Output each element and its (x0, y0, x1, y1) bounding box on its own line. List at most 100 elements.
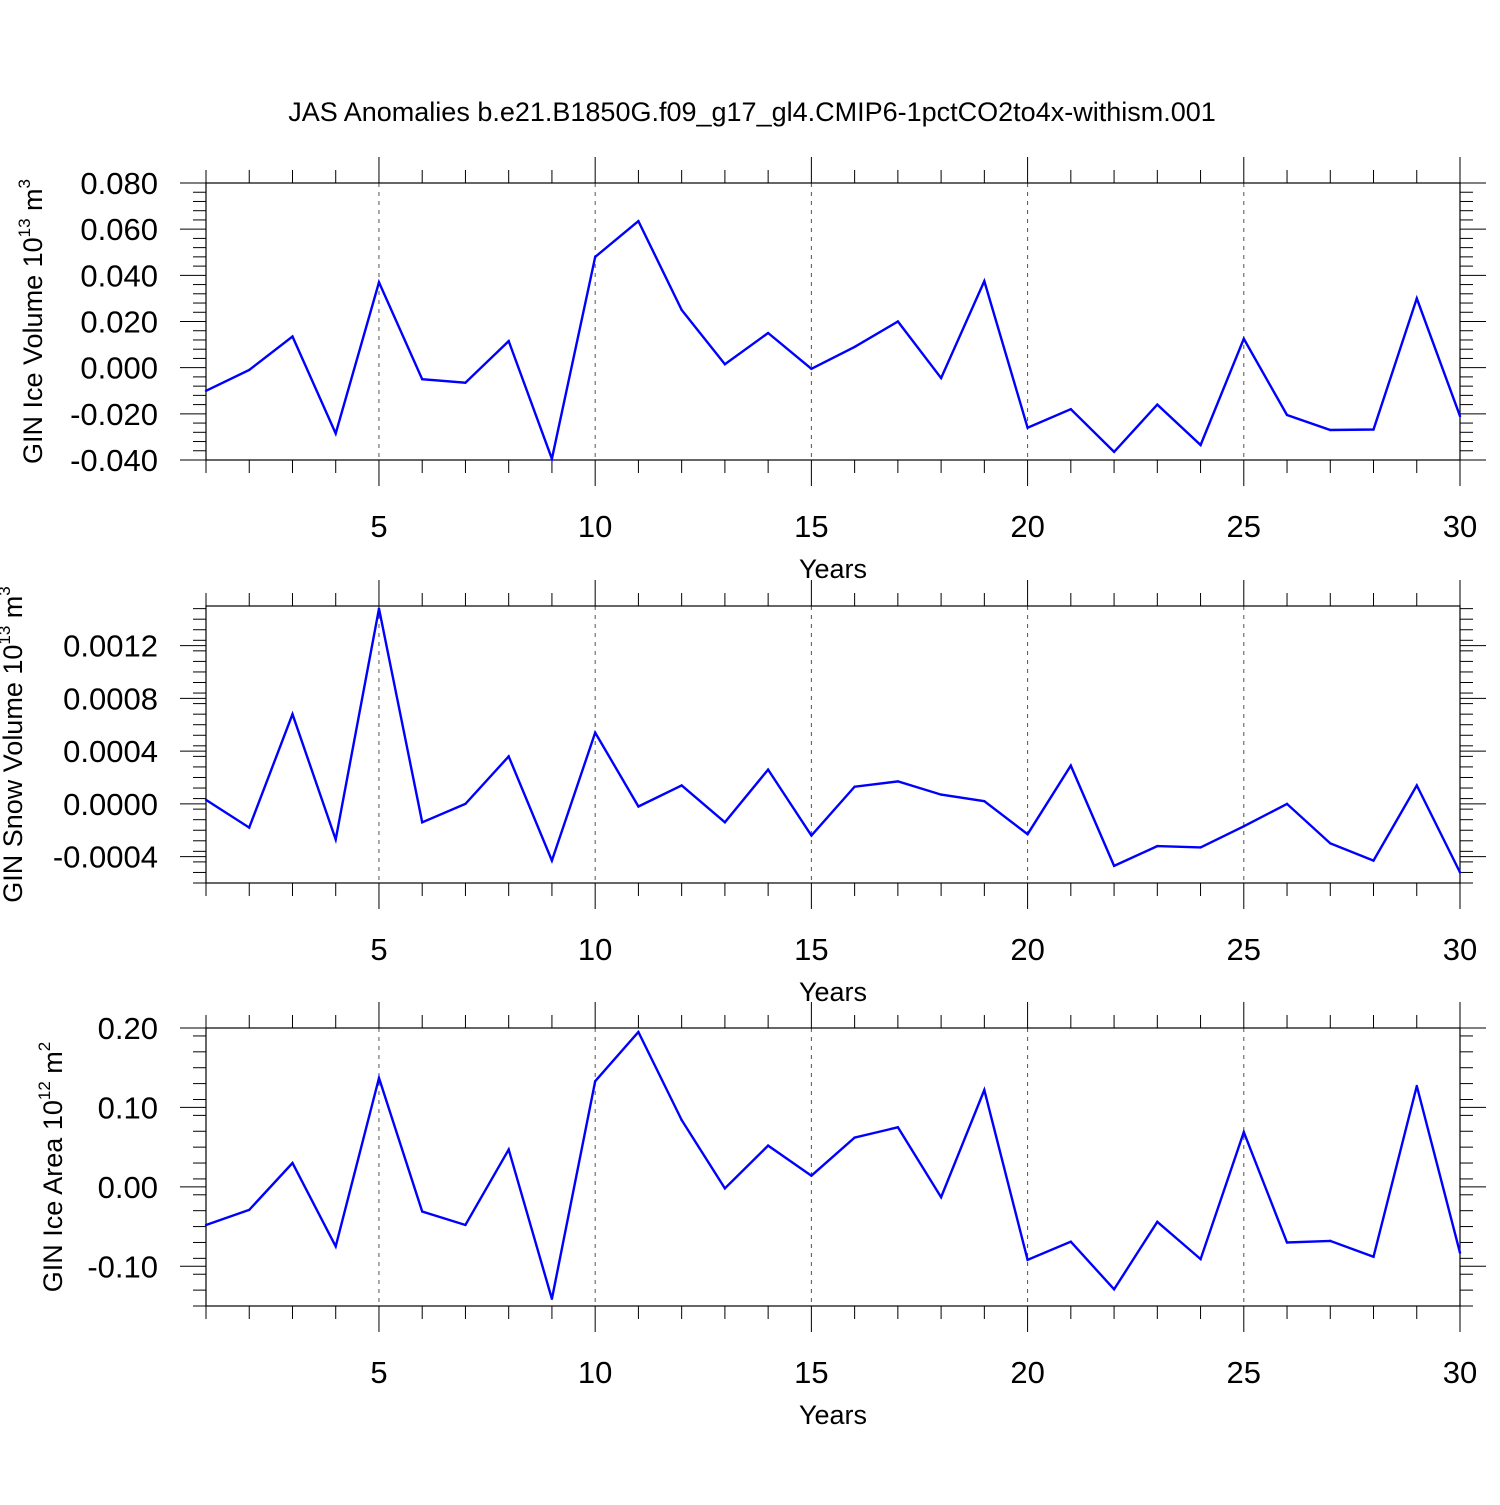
y-tick-label: 0.0000 (63, 787, 158, 822)
y-tick-label: 0.080 (80, 166, 158, 201)
y-axis-label: GIN Snow Volume 1013 m3 (0, 586, 28, 903)
x-tick-label: 25 (1227, 509, 1261, 544)
data-point (1415, 784, 1418, 787)
data-point (810, 834, 813, 837)
data-point (291, 335, 294, 338)
data-point (421, 378, 424, 381)
y-tick-label: -0.10 (87, 1249, 158, 1284)
data-point (1415, 1084, 1418, 1088)
data-point (853, 345, 856, 349)
data-point (1285, 413, 1289, 417)
x-tick-label: 30 (1443, 1355, 1477, 1390)
data-point (593, 731, 597, 734)
data-point (334, 432, 337, 435)
data-point (939, 1195, 943, 1199)
data-point (550, 859, 554, 862)
x-tick-label: 10 (578, 509, 612, 544)
x-tick-label: 30 (1443, 509, 1477, 544)
series-line (205, 1029, 1462, 1300)
y-tick-label: 0.020 (80, 305, 158, 340)
y-tick-label: 0.0008 (63, 681, 158, 716)
data-point (334, 838, 337, 841)
data-point (637, 805, 640, 808)
data-point (680, 784, 683, 787)
data-point (248, 826, 251, 829)
data-point (637, 1030, 640, 1034)
data-point (550, 457, 554, 461)
data-point (1242, 1130, 1245, 1134)
chart-title: JAS Anomalies b.e21.B1850G.f09_g17_gl4.C… (288, 97, 1216, 127)
y-tick-label: 0.00 (98, 1170, 158, 1205)
x-tick-label: 5 (370, 1355, 387, 1390)
y-tick-label: 0.0004 (63, 734, 158, 769)
data-point (291, 1161, 294, 1165)
data-point (983, 1088, 986, 1092)
y-tick-label: -0.040 (70, 443, 158, 478)
data-point (896, 1126, 900, 1129)
data-point (1372, 428, 1375, 431)
data-point (1112, 864, 1116, 868)
data-point (1329, 428, 1332, 432)
plot-frame (205, 1027, 1461, 1307)
y-axis-label: GIN Ice Volume 1013 m3 (15, 179, 48, 464)
data-point (1285, 1241, 1289, 1244)
plot-frame (205, 605, 1461, 884)
x-axis-label: Years (799, 977, 867, 1007)
x-tick-label: 30 (1443, 932, 1477, 967)
data-point (723, 821, 727, 824)
plot-frame (205, 182, 1461, 461)
data-point (1329, 1239, 1332, 1243)
data-point (983, 800, 986, 803)
data-point (248, 368, 251, 372)
data-point (204, 1223, 208, 1227)
data-point (723, 363, 727, 366)
data-point (1156, 1220, 1159, 1224)
data-point (1112, 450, 1116, 454)
x-tick-label: 15 (794, 1355, 828, 1390)
data-point (766, 331, 770, 335)
series-line (205, 219, 1462, 464)
data-point (723, 1187, 727, 1190)
data-point (1026, 426, 1029, 429)
data-point (1026, 1258, 1029, 1262)
y-tick-label: 0.10 (98, 1090, 158, 1125)
data-point (204, 798, 208, 802)
x-axis-label: Years (799, 554, 867, 584)
data-point (377, 607, 381, 610)
data-point (1199, 846, 1202, 849)
data-point (896, 320, 900, 323)
y-tick-label: -0.020 (70, 397, 158, 432)
data-point (810, 1174, 813, 1177)
data-point (1026, 832, 1029, 836)
data-point (939, 793, 943, 796)
data-point (464, 381, 467, 384)
x-axis-label: Years (799, 1400, 867, 1430)
data-point (464, 1223, 467, 1227)
data-point (1458, 414, 1462, 418)
data-point (377, 281, 381, 284)
data-point (1199, 443, 1202, 447)
data-point (853, 785, 856, 788)
y-tick-label: 0.20 (98, 1011, 158, 1046)
data-point (1458, 1251, 1462, 1254)
data-point (1112, 1288, 1116, 1291)
data-point (766, 1144, 770, 1147)
data-point (939, 376, 943, 380)
data-point (637, 219, 640, 223)
x-tick-label: 15 (794, 932, 828, 967)
data-point (1329, 842, 1332, 845)
data-point (1156, 844, 1159, 848)
x-tick-label: 10 (578, 932, 612, 967)
x-tick-label: 20 (1010, 932, 1044, 967)
data-point (1285, 802, 1289, 806)
y-tick-label: 0.0012 (63, 629, 158, 664)
data-point (593, 1080, 597, 1083)
data-point (1156, 403, 1159, 406)
data-point (1199, 1257, 1202, 1261)
data-point (421, 821, 424, 824)
y-tick-label: -0.0004 (53, 840, 158, 875)
data-point (810, 367, 813, 371)
data-point (507, 755, 510, 758)
data-point (507, 1148, 510, 1151)
